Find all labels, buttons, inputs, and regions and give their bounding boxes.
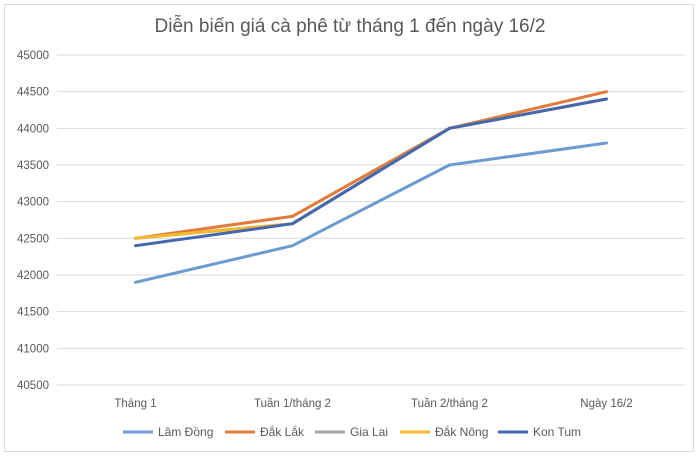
y-tick-label: 44500 bbox=[17, 87, 49, 99]
x-tick-label: Ngày 16/2 bbox=[580, 398, 632, 410]
y-tick-label: 41500 bbox=[17, 307, 49, 319]
x-tick-label: Tuần 2/tháng 2 bbox=[411, 398, 488, 410]
x-tick-label: Tuần 1/tháng 2 bbox=[254, 398, 331, 410]
y-tick-label: 41000 bbox=[17, 343, 49, 355]
y-tick-label: 42000 bbox=[17, 270, 49, 282]
y-tick-label: 43000 bbox=[17, 197, 49, 209]
series-line-3 bbox=[134, 97, 608, 240]
y-axis-ticks: 40500 41000 41500 42000 42500 43000 43500 44000… bbox=[17, 50, 49, 392]
series-line-1 bbox=[134, 90, 608, 240]
legend: Lâm Đồng Đắk Lắk Gia Lai Đắk Nông Kon Tum bbox=[123, 424, 581, 439]
chart-title: Diễn biến giá cà phê từ tháng 1 đến ngày… bbox=[155, 15, 546, 37]
series-line-2 bbox=[134, 97, 608, 240]
y-tick-label: 44000 bbox=[17, 123, 49, 135]
y-tick-label: 42500 bbox=[17, 233, 49, 245]
x-axis-ticks: Tháng 1 Tuần 1/tháng 2 Tuần 2/tháng 2 Ngày … bbox=[114, 398, 632, 410]
x-tick-label: Tháng 1 bbox=[114, 398, 156, 410]
legend-label-4: Kon Tum bbox=[533, 425, 581, 439]
gridlines bbox=[57, 54, 685, 386]
y-tick-label: 40500 bbox=[17, 380, 49, 392]
legend-label-2: Gia Lai bbox=[350, 425, 388, 439]
y-tick-label: 43500 bbox=[17, 160, 49, 172]
chart-frame bbox=[4, 4, 694, 452]
legend-label-3: Đắk Nông bbox=[435, 424, 488, 439]
series-line-4 bbox=[134, 97, 608, 248]
y-tick-label: 45000 bbox=[17, 50, 49, 62]
legend-label-1: Đắk Lắk bbox=[260, 424, 305, 439]
legend-label-0: Lâm Đồng bbox=[158, 425, 213, 439]
series-lines bbox=[134, 90, 608, 284]
series-line-0 bbox=[134, 141, 608, 284]
